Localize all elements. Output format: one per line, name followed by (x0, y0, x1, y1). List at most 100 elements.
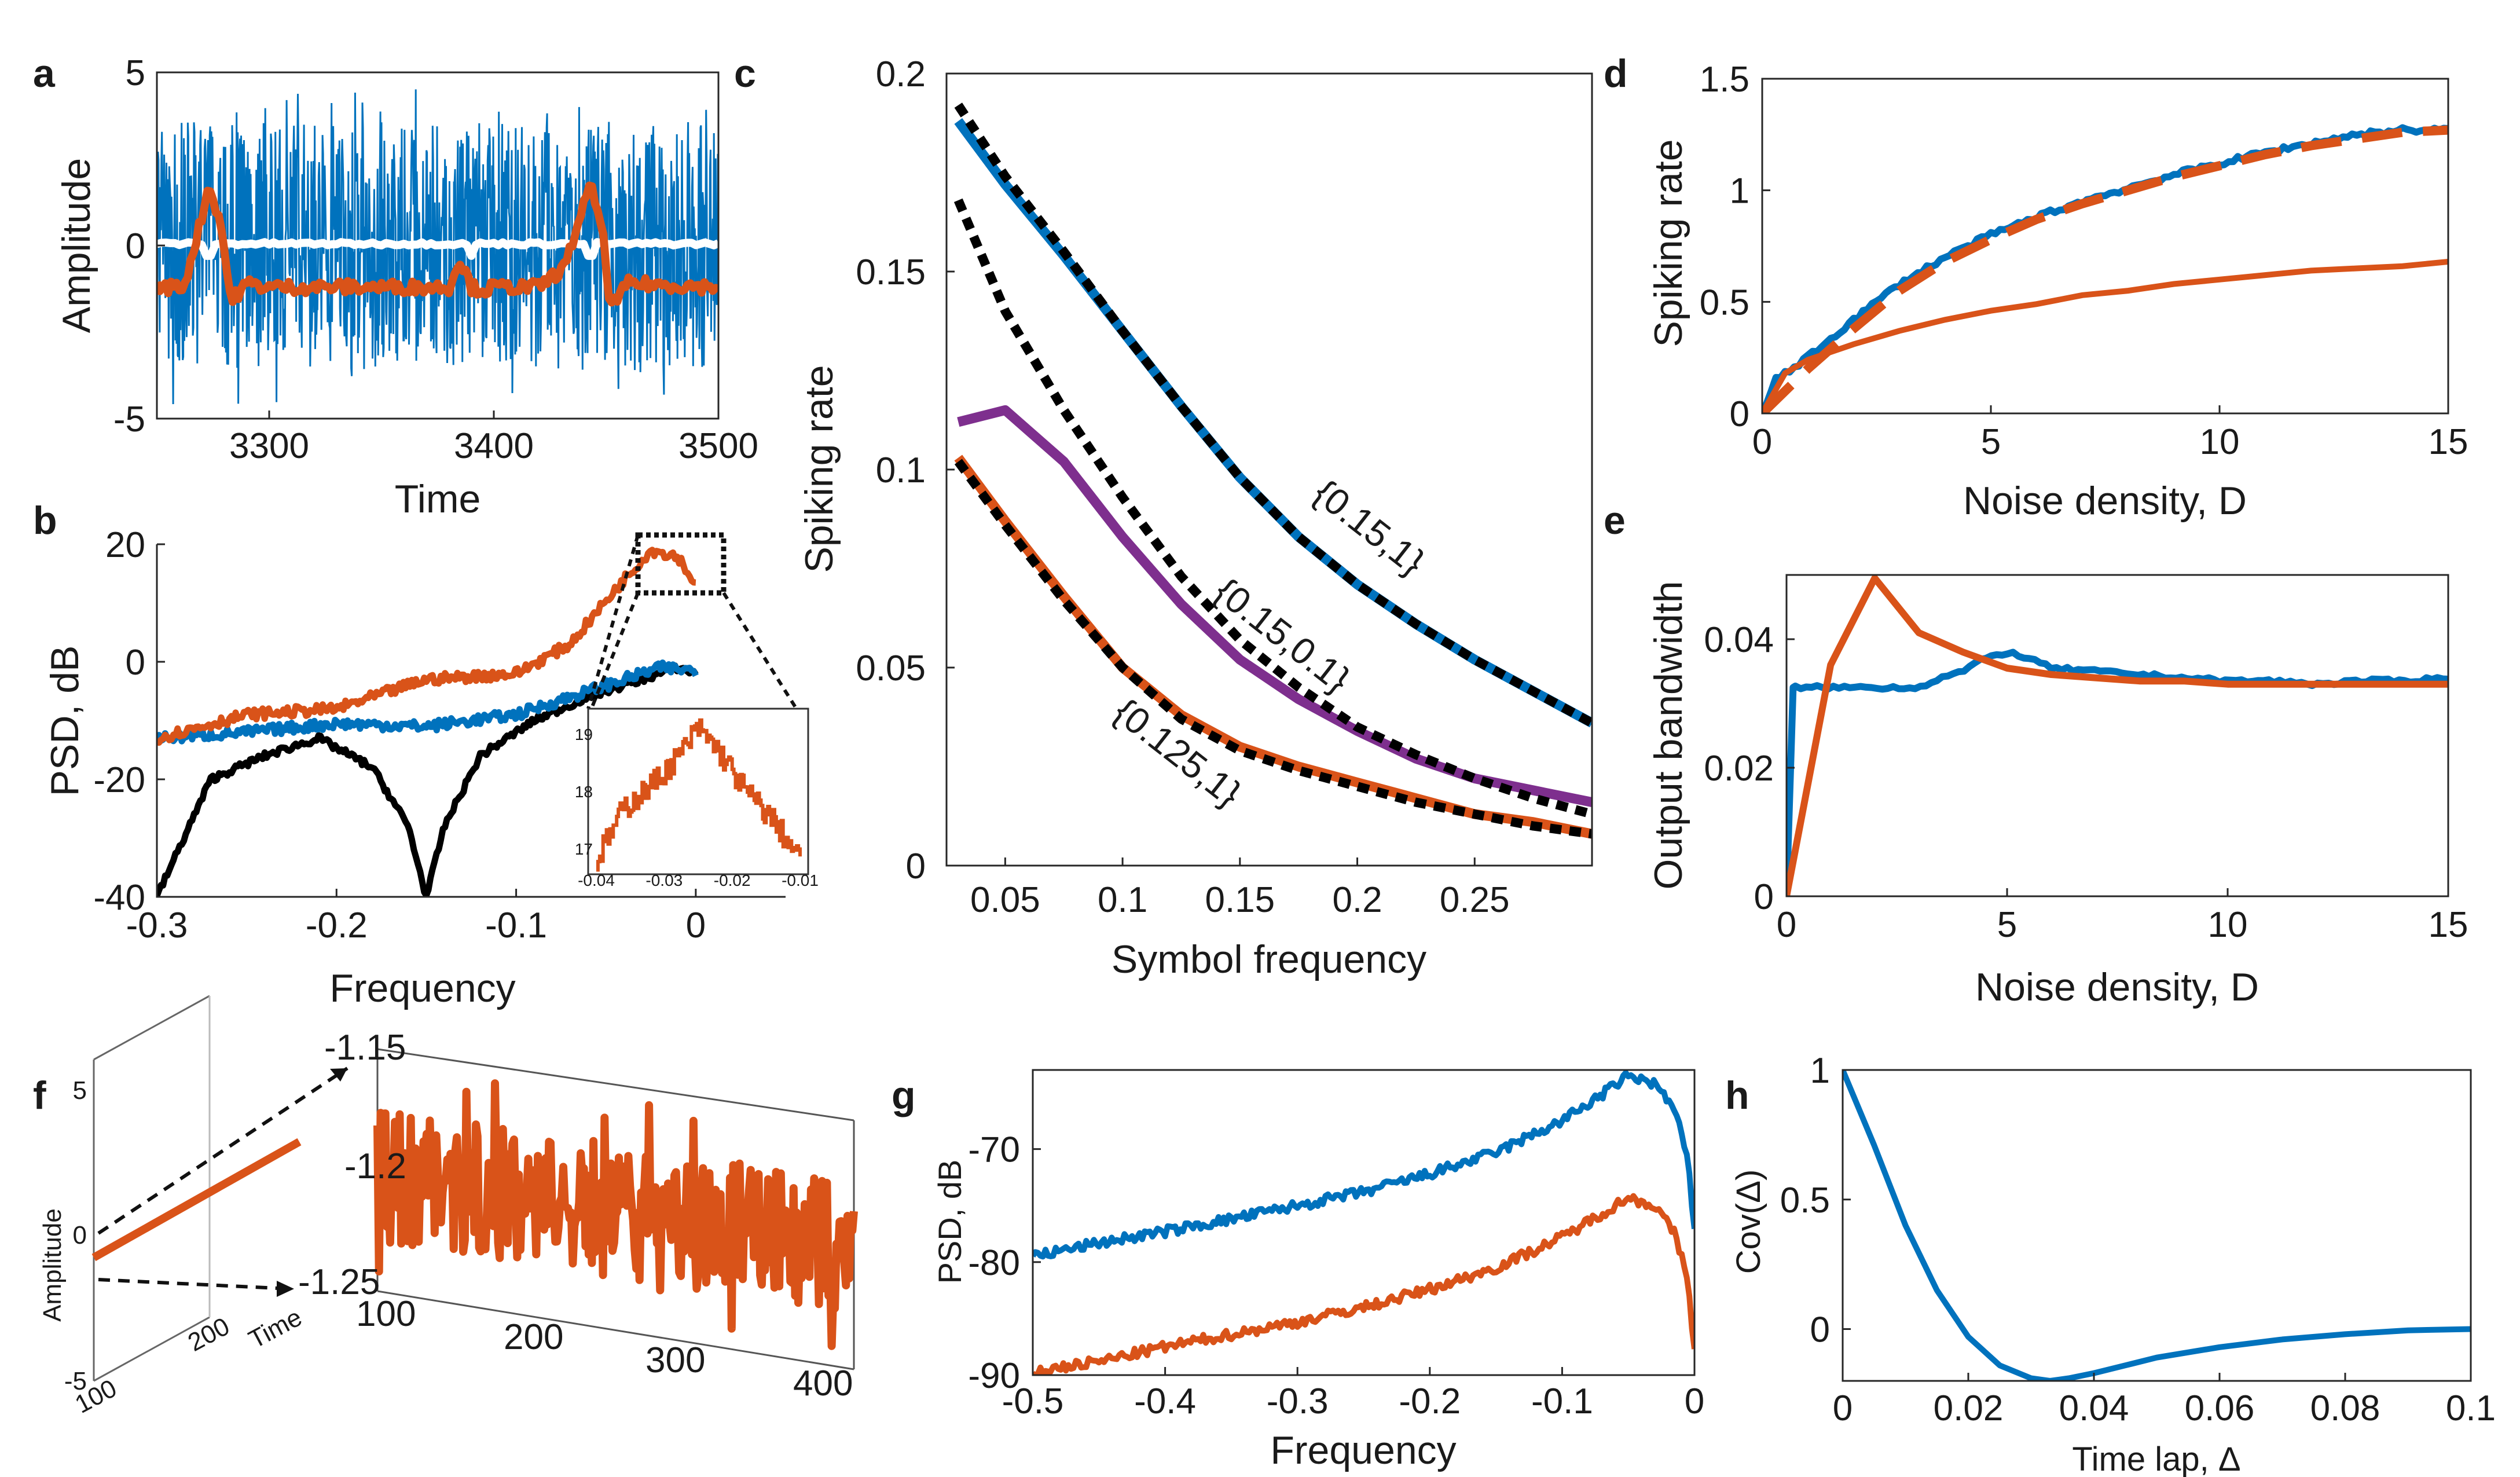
x-tick-label: 10 (2200, 422, 2240, 462)
x-tick-label: 3500 (678, 426, 758, 466)
panel-f: 5 0 -5 100 200 Time Amplitude -1.15 -1.2… (38, 995, 858, 1419)
x-axis-label: Frequency (329, 966, 515, 1010)
y-tick-label: -70 (968, 1130, 1020, 1170)
y-tick-label: 20 (105, 525, 145, 565)
y-tick-label: -20 (93, 760, 145, 800)
arrow-head-icon (277, 1281, 294, 1297)
y-tick-label: 0.1 (876, 450, 926, 490)
x-tick-label: -0.3 (1267, 1381, 1329, 1421)
y-tick-label: 0.02 (1704, 749, 1774, 789)
series-line-orange (157, 547, 697, 746)
inset: -0.04 -0.03 -0.02 -0.01 17 18 19 (575, 708, 819, 889)
x-axis-label: Time (244, 1303, 307, 1354)
panel-a: 3300 3400 3500 -5 0 5 Time Amplitude (54, 53, 758, 521)
x-tick-label: 0.05 (970, 880, 1040, 920)
x-tick-label: 3300 (229, 426, 309, 466)
z-tick-label: 0 (73, 1221, 87, 1249)
x-tick-label: 0 (686, 906, 706, 945)
x-tick-label: -0.1 (485, 906, 547, 945)
series-line-blue (1033, 1070, 1694, 1260)
inset-series-line-orange (596, 718, 802, 872)
panel-label-g: g (892, 1073, 916, 1117)
x-tick-label: 0.08 (2310, 1388, 2380, 1428)
y-tick-label: 0.05 (856, 648, 926, 688)
series-line-orange (1787, 575, 2448, 896)
f-3d-axes (93, 995, 211, 1382)
panel-label-f: f (33, 1073, 46, 1117)
plot-frame (1761, 78, 2449, 415)
y-tick-label: -1.2 (344, 1146, 406, 1186)
y-tick-label: 1 (1810, 1051, 1830, 1091)
y-axis-label: PSD, dB (43, 646, 87, 797)
y-tick-label: 0 (1754, 877, 1774, 917)
x-axis-label: Noise density, D (1963, 479, 2247, 523)
plot-frame (1842, 1069, 2472, 1382)
panel-d: 0 5 10 15 0 0.5 1 1.5 Noise density, D Spiking … (1646, 60, 2468, 523)
y-tick-label: 5 (126, 53, 145, 93)
f-3d-series (91, 1138, 302, 1262)
x-tick-label: 10 (2208, 905, 2248, 945)
inset-x-tick-label: -0.03 (645, 871, 683, 889)
x-tick-label: -0.2 (306, 906, 368, 945)
y-tick-label: 0.04 (1704, 620, 1774, 660)
series-line-white (157, 238, 718, 260)
z-axis-label: Amplitude (38, 1208, 67, 1322)
y-tick-label: -40 (93, 878, 145, 918)
x-tick-label: 0.1 (2446, 1388, 2496, 1428)
y-axis-label: Amplitude (54, 158, 98, 333)
x-axis-label: Frequency (1270, 1428, 1456, 1472)
inset-y-tick-label: 18 (575, 783, 593, 801)
annotation-label: {0.15,1} (1306, 471, 1432, 583)
x-tick-label: -0.2 (1399, 1381, 1461, 1421)
series-line-orange-dashed (1762, 125, 2448, 413)
series-line-orange (157, 181, 718, 307)
panel-c: 0.05 0.1 0.15 0.2 0.25 0 0.05 0.1 0.15 0.2 Symbol… (797, 54, 1593, 981)
panel-g: -0.5 -0.4 -0.3 -0.2 -0.1 0 -90 -80 -70 Frequency… (931, 1069, 1704, 1472)
y-tick-label: 0 (126, 226, 145, 266)
f-zoom-arrows (97, 1066, 349, 1290)
y-tick-label: 1.5 (1700, 60, 1749, 100)
series-line-blue (1787, 648, 2448, 896)
series-line-dashed-black (954, 459, 1592, 839)
y-tick-label: 0.5 (1700, 283, 1749, 322)
x-tick-label: 0 (1833, 1388, 1853, 1428)
x-tick-label: 0.2 (1332, 880, 1382, 920)
inset-x-tick-label: -0.02 (714, 871, 751, 889)
y-tick-label: -1.25 (298, 1262, 380, 1302)
arrow-head-icon (330, 1068, 347, 1082)
x-tick-label: 100 (356, 1294, 416, 1334)
series-line-black (157, 662, 699, 897)
inset-x-tick-label: -0.01 (782, 871, 819, 889)
x-tick-label: 200 (184, 1312, 234, 1357)
y-tick-label: -90 (968, 1356, 1020, 1396)
series-line-dashed-black (953, 198, 1592, 819)
x-tick-label: 15 (2429, 905, 2468, 945)
y-tick-label: 1 (1730, 171, 1749, 211)
series-line-blue (157, 659, 699, 745)
y-tick-label: 0 (1810, 1310, 1830, 1350)
y-tick-label: -1.15 (324, 1028, 406, 1068)
y-tick-label: 0 (1730, 394, 1749, 434)
y-axis-label: Spiking rate (797, 365, 841, 573)
panel-label-d: d (1604, 52, 1628, 96)
panel-label-h: h (1725, 1073, 1749, 1117)
x-tick-label: 0.1 (1098, 880, 1147, 920)
panel-label-c: c (734, 52, 756, 96)
x-tick-label: 0.15 (1205, 880, 1275, 920)
panel-h: 0 0.02 0.04 0.06 0.08 0.1 0 0.5 1 Time lap, Δ Co… (1730, 1051, 2496, 1477)
x-tick-label: 0.04 (2059, 1388, 2129, 1428)
series-line-orange (373, 1079, 858, 1350)
plot-frame (945, 72, 1593, 867)
inset-y-tick-label: 19 (575, 725, 593, 743)
y-tick-label: 0.5 (1780, 1181, 1830, 1221)
x-tick-label: -0.3 (126, 906, 188, 945)
x-tick-label: 300 (645, 1340, 705, 1380)
y-axis-label: Output bandwidth (1646, 581, 1690, 889)
y-tick-label: 0 (126, 643, 145, 683)
panel-label-b: b (33, 499, 57, 543)
plot-frame (1032, 1069, 1696, 1376)
inset-y-tick-label: 17 (575, 840, 593, 858)
x-axis-label: Time lap, Δ (2072, 1441, 2240, 1477)
panel-label-e: e (1604, 499, 1626, 543)
